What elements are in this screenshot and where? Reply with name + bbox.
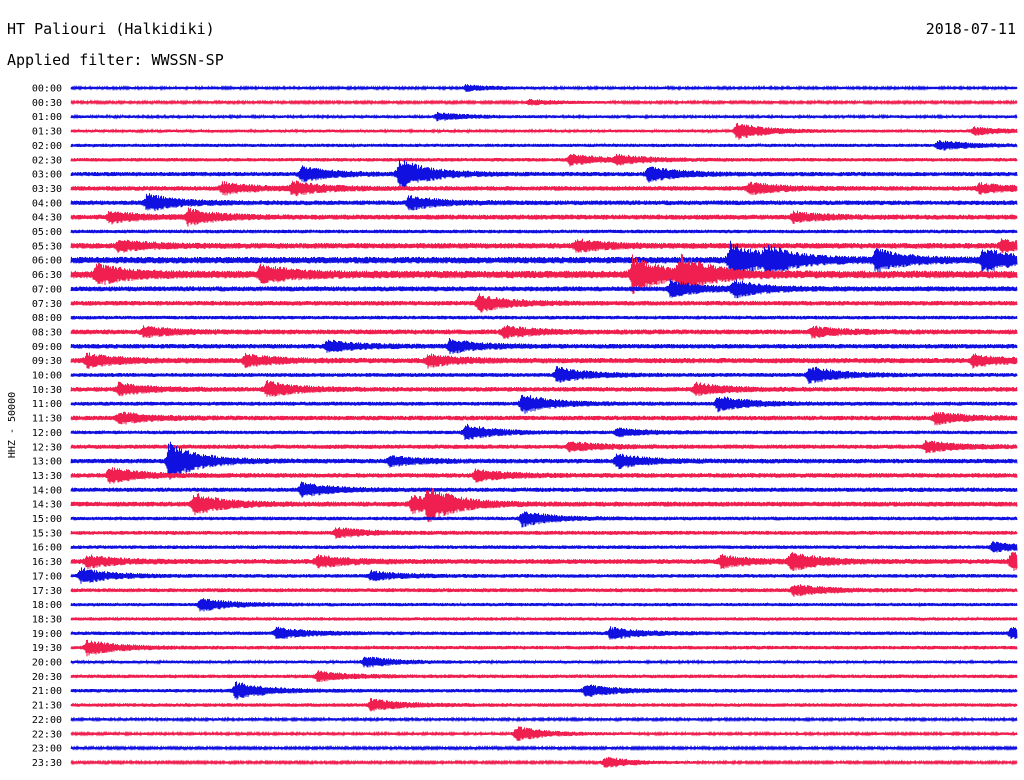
seismic-traces (70, 84, 1018, 768)
time-tick-label: 21:30 (32, 701, 62, 712)
time-tick-label: 08:00 (32, 313, 62, 324)
trace-row-0600 (70, 240, 1018, 279)
time-tick-label: 16:00 (32, 543, 62, 554)
time-tick-label: 23:30 (32, 758, 62, 769)
time-tick-label: 22:30 (32, 729, 62, 740)
time-tick-label: 14:00 (32, 485, 62, 496)
time-tick-label: 11:00 (32, 399, 62, 410)
time-tick-label: 17:30 (32, 586, 62, 597)
trace-row-1030 (70, 380, 1018, 397)
time-tick-label: 03:30 (32, 184, 62, 195)
time-tick-label: 02:00 (32, 141, 62, 152)
time-tick-label: 20:30 (32, 672, 62, 683)
time-tick-label: 02:30 (32, 155, 62, 166)
y-axis-label: HHZ - 50000 (7, 392, 18, 458)
time-tick-label: 01:00 (32, 112, 62, 123)
time-tick-label: 04:30 (32, 213, 62, 224)
time-tick-label: 07:00 (32, 284, 62, 295)
time-tick-label: 09:00 (32, 342, 62, 353)
plot-date: 2018-07-11 (925, 20, 1016, 38)
time-tick-label: 18:30 (32, 614, 62, 625)
time-tick-label: 04:00 (32, 198, 62, 209)
time-tick-label: 07:30 (32, 299, 62, 310)
time-tick-label: 15:00 (32, 514, 62, 525)
time-tick-label: 08:30 (32, 327, 62, 338)
time-tick-label: 16:30 (32, 557, 62, 568)
time-tick-label: 19:00 (32, 629, 62, 640)
time-tick-label: 20:00 (32, 658, 62, 669)
time-tick-label: 11:30 (32, 414, 62, 425)
time-tick-label: 00:30 (32, 98, 62, 109)
time-tick-label: 21:00 (32, 686, 62, 697)
time-tick-label: 00:00 (32, 84, 62, 95)
time-tick-label: 05:00 (32, 227, 62, 238)
filter-label: Applied filter: WWSSN-SP (7, 51, 224, 69)
time-tick-label: 06:00 (32, 256, 62, 267)
time-tick-label: 13:30 (32, 471, 62, 482)
time-tick-label: 09:30 (32, 356, 62, 367)
time-tick-label: 14:30 (32, 500, 62, 511)
time-tick-label: 06:30 (32, 270, 62, 281)
time-tick-label: 23:00 (32, 744, 62, 755)
trace-row-1430 (70, 488, 1018, 523)
trace-row-1500 (70, 511, 1018, 528)
time-tick-label: 18:00 (32, 600, 62, 611)
time-tick-label: 10:00 (32, 371, 62, 382)
time-tick-label: 05:30 (32, 241, 62, 252)
time-tick-label: 01:30 (32, 127, 62, 138)
station-title: HT Paliouri (Halkidiki) (7, 20, 215, 38)
time-tick-label: 12:30 (32, 442, 62, 453)
time-tick-label: 12:00 (32, 428, 62, 439)
time-tick-label: 22:00 (32, 715, 62, 726)
time-tick-label: 10:30 (32, 385, 62, 396)
time-tick-label: 13:00 (32, 457, 62, 468)
time-tick-labels: 00:00 00:30 01:00 01:30 02:00 02:30 03:00 03:30… (32, 84, 62, 769)
time-tick-label: 03:00 (32, 170, 62, 181)
trace-row-0300 (70, 159, 1018, 191)
time-tick-label: 15:30 (32, 528, 62, 539)
time-tick-label: 17:00 (32, 571, 62, 582)
time-tick-label: 19:30 (32, 643, 62, 654)
